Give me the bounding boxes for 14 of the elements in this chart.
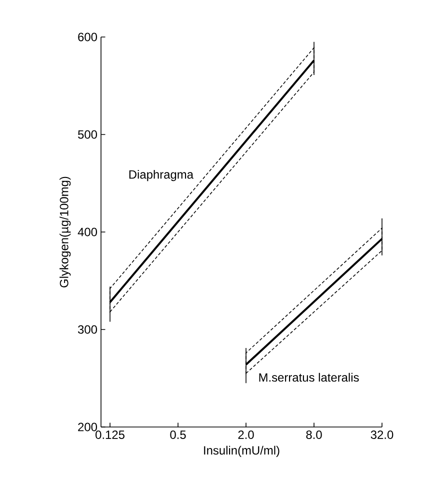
series-label: Diaphragma bbox=[129, 170, 194, 182]
x-tick-label: 32.0 bbox=[370, 430, 394, 439]
y-tick-label: 500 bbox=[78, 130, 98, 139]
x-axis-title: Insulin(mU/ml) bbox=[204, 446, 280, 457]
y-tick-label: 400 bbox=[78, 228, 98, 236]
x-tick-label: 0.5 bbox=[170, 430, 186, 439]
x-tick-label: 8.0 bbox=[306, 430, 322, 439]
y-tick-label: 300 bbox=[78, 325, 98, 334]
x-tick-label: 0.125 bbox=[96, 430, 124, 439]
y-axis-title: Glykogen(µg/100mg) bbox=[60, 176, 71, 288]
y-tick-label: 600 bbox=[78, 32, 98, 42]
x-tick-label: 2.0 bbox=[238, 430, 254, 439]
series-label: M.serratus lateralis bbox=[259, 372, 359, 382]
y-tick-label: 200 bbox=[78, 422, 98, 432]
